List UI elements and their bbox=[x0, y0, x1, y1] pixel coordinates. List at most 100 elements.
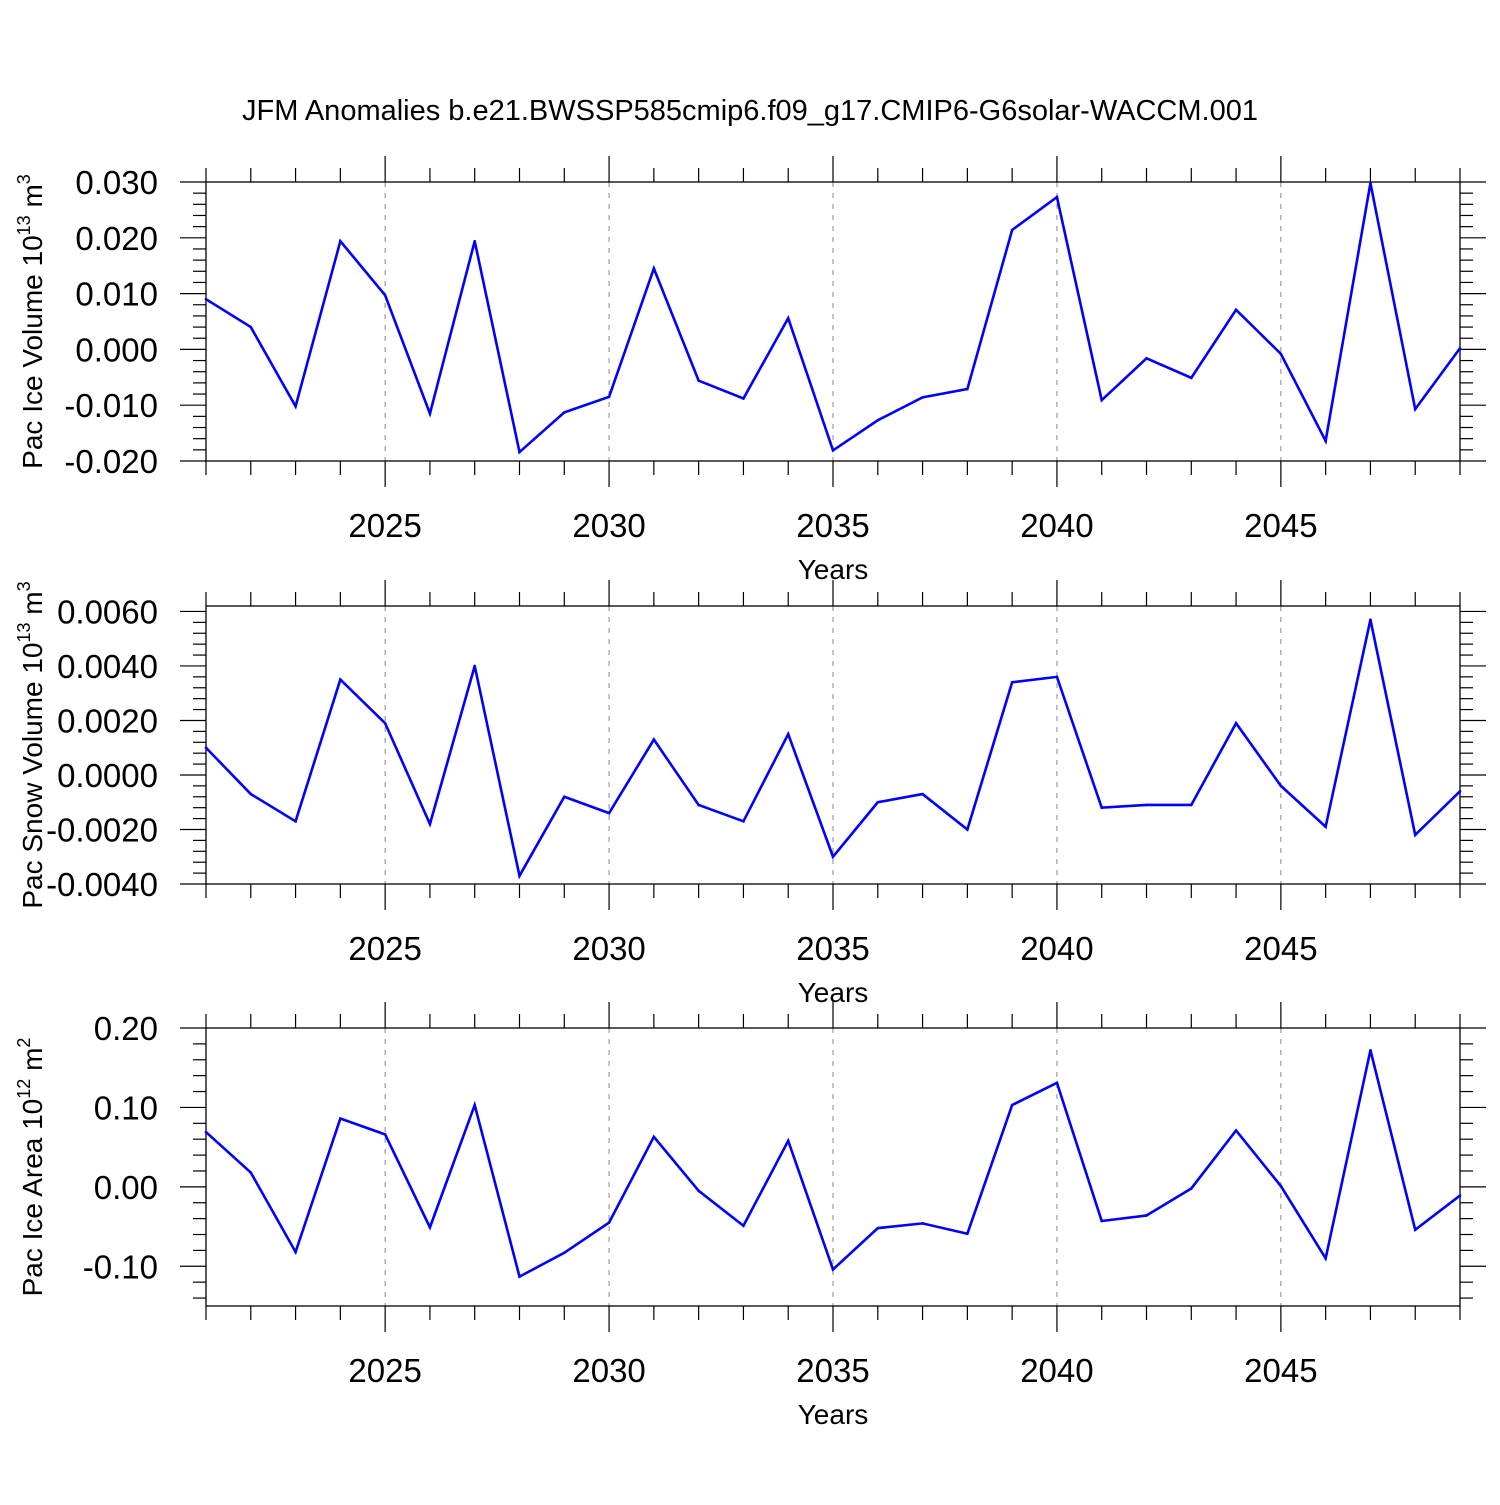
x-tick-label: 2025 bbox=[348, 930, 421, 967]
y-axis-label: Pac Ice Area 1012 m2 bbox=[14, 1038, 48, 1297]
data-point bbox=[249, 1171, 253, 1174]
data-point bbox=[1413, 833, 1417, 837]
data-point bbox=[921, 1222, 924, 1225]
data-point bbox=[697, 1189, 700, 1193]
y-axis-label-unit-exponent: 3 bbox=[14, 581, 34, 591]
data-point bbox=[1369, 618, 1372, 621]
y-tick-label: 0.010 bbox=[75, 276, 158, 313]
x-axis-label: Years bbox=[798, 1399, 869, 1430]
data-point bbox=[249, 792, 253, 796]
data-point bbox=[1279, 1184, 1283, 1188]
y-tick-label: 0.0040 bbox=[57, 648, 158, 685]
data-point bbox=[1458, 790, 1462, 793]
data-point bbox=[1234, 1129, 1238, 1132]
y-tick-label: 0.10 bbox=[94, 1089, 158, 1126]
data-point bbox=[204, 297, 208, 301]
data-point bbox=[1324, 825, 1327, 829]
y-tick-label: 0.0020 bbox=[57, 702, 158, 739]
data-point bbox=[831, 449, 835, 452]
data-point bbox=[562, 1251, 566, 1255]
data-point bbox=[473, 664, 477, 668]
data-point bbox=[607, 395, 611, 399]
y-axis-label: Pac Snow Volume 1013 m3 bbox=[14, 581, 48, 908]
data-point bbox=[1324, 439, 1327, 443]
data-point bbox=[1100, 806, 1104, 809]
data-point bbox=[786, 316, 790, 320]
data-point bbox=[1234, 308, 1238, 312]
data-point bbox=[742, 397, 745, 400]
y-axis-label-exponent: 13 bbox=[14, 622, 34, 642]
y-axis-label-unit: m bbox=[17, 591, 48, 622]
chart-panel-2: -0.0040 -0.0020 0.0000 0.0020 0.0040 0.0060 20… bbox=[14, 580, 1486, 1008]
y-axis-label-unit: m bbox=[17, 184, 48, 215]
x-tick-label: 2030 bbox=[572, 1352, 645, 1389]
data-point bbox=[518, 1275, 521, 1278]
data-point bbox=[518, 874, 521, 878]
data-point bbox=[339, 1117, 342, 1120]
data-point bbox=[473, 1103, 477, 1107]
data-point bbox=[966, 387, 969, 391]
x-tick-label: 2045 bbox=[1244, 1352, 1317, 1389]
y-tick-label: 0.020 bbox=[75, 220, 158, 257]
x-tick-label: 2035 bbox=[796, 507, 869, 544]
data-point bbox=[1324, 1257, 1327, 1260]
y-axis-label-text: Pac Ice Area 10 bbox=[17, 1099, 48, 1297]
data-point bbox=[204, 746, 208, 750]
y-tick-label: -0.020 bbox=[64, 443, 158, 480]
x-tick-label: 2025 bbox=[348, 1352, 421, 1389]
data-point bbox=[1413, 407, 1417, 411]
data-point bbox=[562, 411, 566, 414]
x-axis-label: Years bbox=[798, 554, 869, 585]
x-tick-label: 2045 bbox=[1244, 930, 1317, 967]
x-tick-label: 2030 bbox=[572, 507, 645, 544]
y-tick-label: 0.0000 bbox=[57, 757, 158, 794]
data-point bbox=[294, 820, 297, 823]
data-point bbox=[1458, 346, 1462, 350]
x-tick-label: 2040 bbox=[1020, 1352, 1093, 1389]
data-point bbox=[1189, 376, 1193, 380]
y-tick-label: -0.0020 bbox=[46, 811, 158, 848]
data-point bbox=[383, 721, 387, 725]
data-point bbox=[1189, 803, 1193, 807]
y-axis-label-text: Pac Ice Volume 10 bbox=[17, 235, 48, 468]
data-point bbox=[1010, 681, 1014, 684]
data-point bbox=[1279, 352, 1283, 356]
data-point bbox=[786, 732, 790, 736]
y-tick-label: 0.00 bbox=[94, 1169, 158, 1206]
data-point bbox=[1055, 1081, 1059, 1085]
data-point bbox=[1055, 195, 1059, 199]
data-point bbox=[1458, 1194, 1462, 1197]
data-point bbox=[1234, 721, 1238, 725]
data-point bbox=[786, 1139, 790, 1143]
data-point bbox=[1413, 1228, 1417, 1232]
y-axis-label-text: Pac Snow Volume 10 bbox=[17, 642, 48, 908]
data-point bbox=[652, 738, 656, 741]
data-point bbox=[607, 1221, 611, 1224]
x-tick-label: 2040 bbox=[1020, 507, 1093, 544]
data-point bbox=[1145, 1214, 1148, 1217]
data-point bbox=[921, 396, 924, 399]
data-point bbox=[383, 293, 387, 297]
data-point bbox=[742, 1224, 745, 1228]
y-axis-label-unit-exponent: 2 bbox=[14, 1038, 34, 1048]
data-point bbox=[742, 820, 745, 823]
y-axis-label-unit: m bbox=[17, 1048, 48, 1079]
y-tick-label: 0.000 bbox=[75, 331, 158, 368]
data-point bbox=[831, 1268, 835, 1271]
data-point bbox=[518, 450, 521, 454]
data-point bbox=[204, 1130, 208, 1134]
data-point bbox=[1010, 228, 1014, 232]
data-point bbox=[339, 239, 342, 243]
data-point bbox=[1189, 1187, 1193, 1190]
data-point bbox=[428, 412, 432, 415]
data-point bbox=[876, 800, 880, 804]
data-point bbox=[1100, 398, 1104, 402]
y-tick-label: 0.20 bbox=[94, 1010, 158, 1047]
data-point bbox=[607, 811, 611, 815]
x-tick-label: 2030 bbox=[572, 930, 645, 967]
chart-title: JFM Anomalies b.e21.BWSSP585cmip6.f09_g1… bbox=[242, 95, 1258, 127]
x-tick-label: 2045 bbox=[1244, 507, 1317, 544]
data-point bbox=[249, 325, 253, 329]
data-point bbox=[876, 418, 880, 422]
y-axis-label-exponent: 12 bbox=[14, 1079, 34, 1099]
